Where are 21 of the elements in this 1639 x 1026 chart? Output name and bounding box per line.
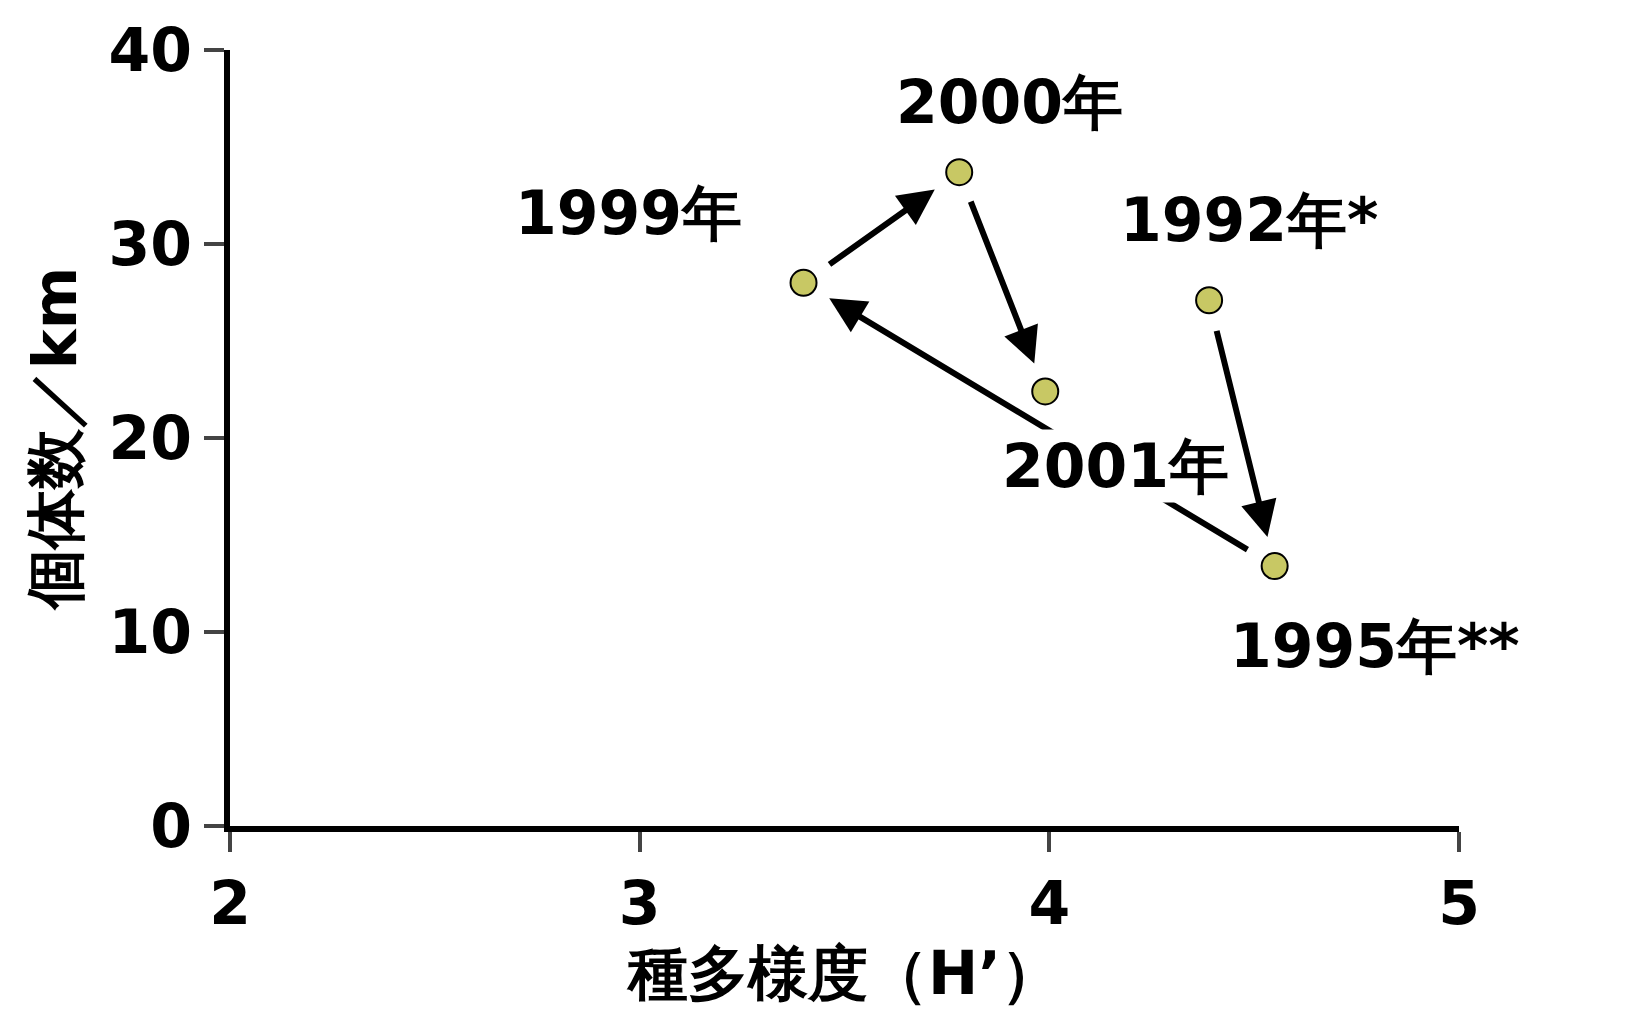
y-axis-title: 個体数／km: [19, 266, 90, 612]
annotation: 2000年: [896, 67, 1123, 137]
annotation: 1992年*: [1120, 185, 1379, 255]
point: [945, 158, 974, 187]
point: [789, 268, 818, 297]
x-tick-label: 5: [1438, 868, 1480, 938]
point: [1260, 552, 1289, 581]
annotation: 1999年: [515, 178, 742, 248]
y-tick-label: 40: [108, 15, 192, 85]
y-tick-label: 30: [108, 209, 192, 279]
annotation: 1995年**: [1230, 611, 1520, 681]
x-axis-title: 種多様度（H’）: [625, 938, 1062, 1008]
point: [1195, 286, 1224, 315]
y-tick-label: 0: [150, 791, 192, 861]
y-tick-label: 20: [108, 403, 192, 473]
x-tick-label: 4: [1028, 868, 1071, 938]
point: [1031, 377, 1060, 406]
x-tick-label: 3: [618, 868, 661, 938]
x-tick-label: 2: [209, 868, 251, 938]
y-tick-label: 10: [108, 597, 192, 667]
annotation: 2001年: [1002, 431, 1229, 501]
